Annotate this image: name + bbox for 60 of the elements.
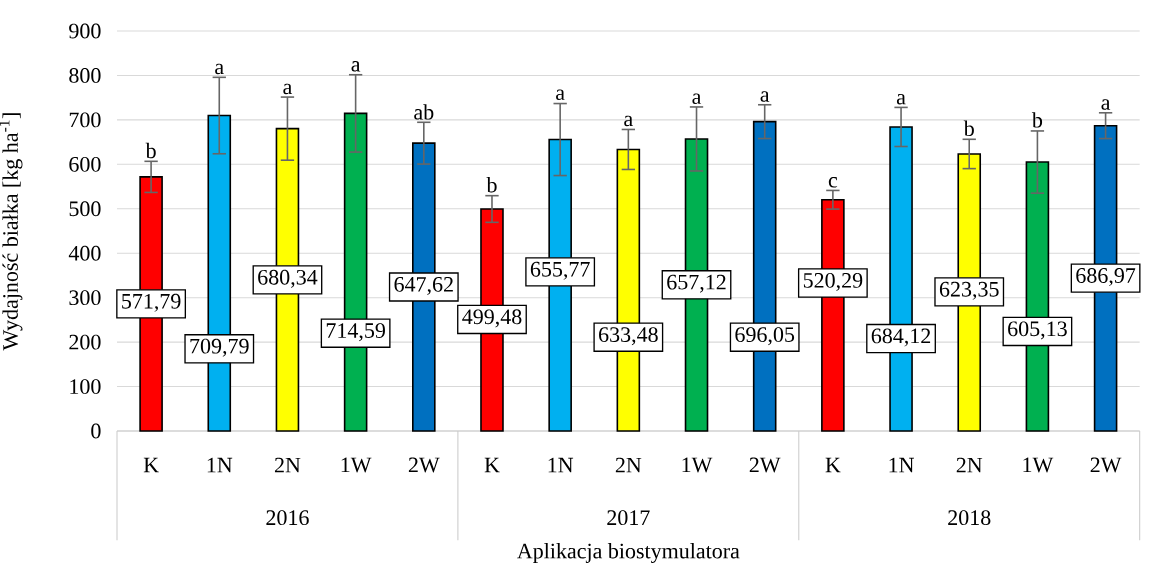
- data-label: 571,79: [122, 293, 181, 312]
- annotation: a: [692, 93, 702, 105]
- y-tick-label: 700: [69, 112, 101, 128]
- x-tick-label: 1N: [207, 457, 233, 473]
- data-label: 684,12: [871, 328, 931, 347]
- x-tick-label: 1N: [889, 457, 914, 473]
- data-label: 714,59: [326, 323, 385, 342]
- annotation: a: [215, 63, 224, 75]
- x-tick-label: 2N: [615, 457, 642, 473]
- annotation: a: [896, 93, 906, 105]
- annotation: ab: [414, 104, 434, 120]
- annotation: a: [556, 89, 565, 101]
- x-tick-label: K: [143, 457, 159, 473]
- text: 2017: [607, 510, 650, 526]
- annotation: c: [828, 177, 838, 188]
- x-tick-label: 1W: [341, 457, 372, 473]
- x-tick-label: K: [484, 457, 500, 473]
- x-tick-label: 2W: [749, 457, 781, 473]
- x-tick-label: 2W: [1090, 457, 1122, 473]
- x-tick-label: 2W: [408, 457, 440, 473]
- y-tick-label: 500: [69, 201, 101, 217]
- y-tick-label: 100: [70, 379, 101, 394]
- data-label: 680,34: [258, 269, 318, 288]
- data-label: 520,29: [803, 272, 863, 291]
- annotation: a: [760, 91, 770, 102]
- y-axis-title: Wydajność białka [kg ha$^{-1}$]: [0, 113, 23, 351]
- annotation: a: [1101, 99, 1111, 110]
- y-tick-label: 0: [91, 423, 101, 439]
- data-label: 623,35: [939, 281, 999, 300]
- annotation: a: [624, 115, 633, 127]
- data-label: 647,62: [394, 276, 453, 295]
- x-axis-title: Aplikacja biostymulatora: [517, 543, 740, 564]
- data-label: 657,12: [667, 274, 726, 293]
- annotation: b: [145, 142, 156, 159]
- annotation: a: [283, 83, 293, 95]
- x-tick-label: 1W: [682, 457, 713, 473]
- annotation: b: [486, 177, 497, 193]
- y-tick-label: 200: [69, 334, 101, 350]
- text: 2016: [266, 510, 309, 526]
- data-label: 696,05: [735, 327, 795, 346]
- data-label: 499,48: [462, 309, 522, 328]
- data-label: 605,13: [1008, 321, 1067, 340]
- y-tick-label: 900: [69, 23, 101, 39]
- annotation: a: [351, 61, 361, 72]
- y-tick-label: 600: [69, 156, 101, 172]
- y-tick-label: 400: [68, 245, 101, 261]
- x-tick-label: 1W: [1023, 457, 1054, 473]
- annotation: b: [963, 120, 974, 137]
- annotation: b: [1031, 112, 1043, 128]
- y-tick-label: 800: [69, 68, 101, 83]
- text: 2018: [948, 510, 991, 526]
- x-tick-label: 2N: [956, 457, 983, 473]
- data-label: 633,48: [599, 327, 658, 346]
- data-label: 655,77: [530, 261, 590, 280]
- data-label: 709,79: [190, 338, 249, 357]
- data-label: 686,97: [1076, 268, 1136, 287]
- x-tick-label: K: [825, 457, 841, 473]
- y-tick-label: 300: [69, 290, 101, 306]
- x-tick-label: 2N: [274, 457, 301, 473]
- x-tick-label: 1N: [548, 457, 574, 473]
